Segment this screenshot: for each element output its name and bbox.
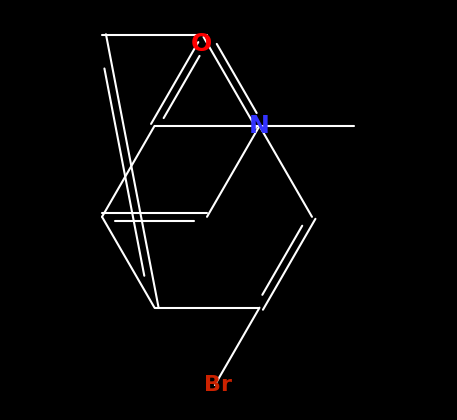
Text: N: N — [249, 114, 270, 138]
Text: O: O — [191, 32, 213, 56]
Text: Br: Br — [204, 375, 232, 395]
